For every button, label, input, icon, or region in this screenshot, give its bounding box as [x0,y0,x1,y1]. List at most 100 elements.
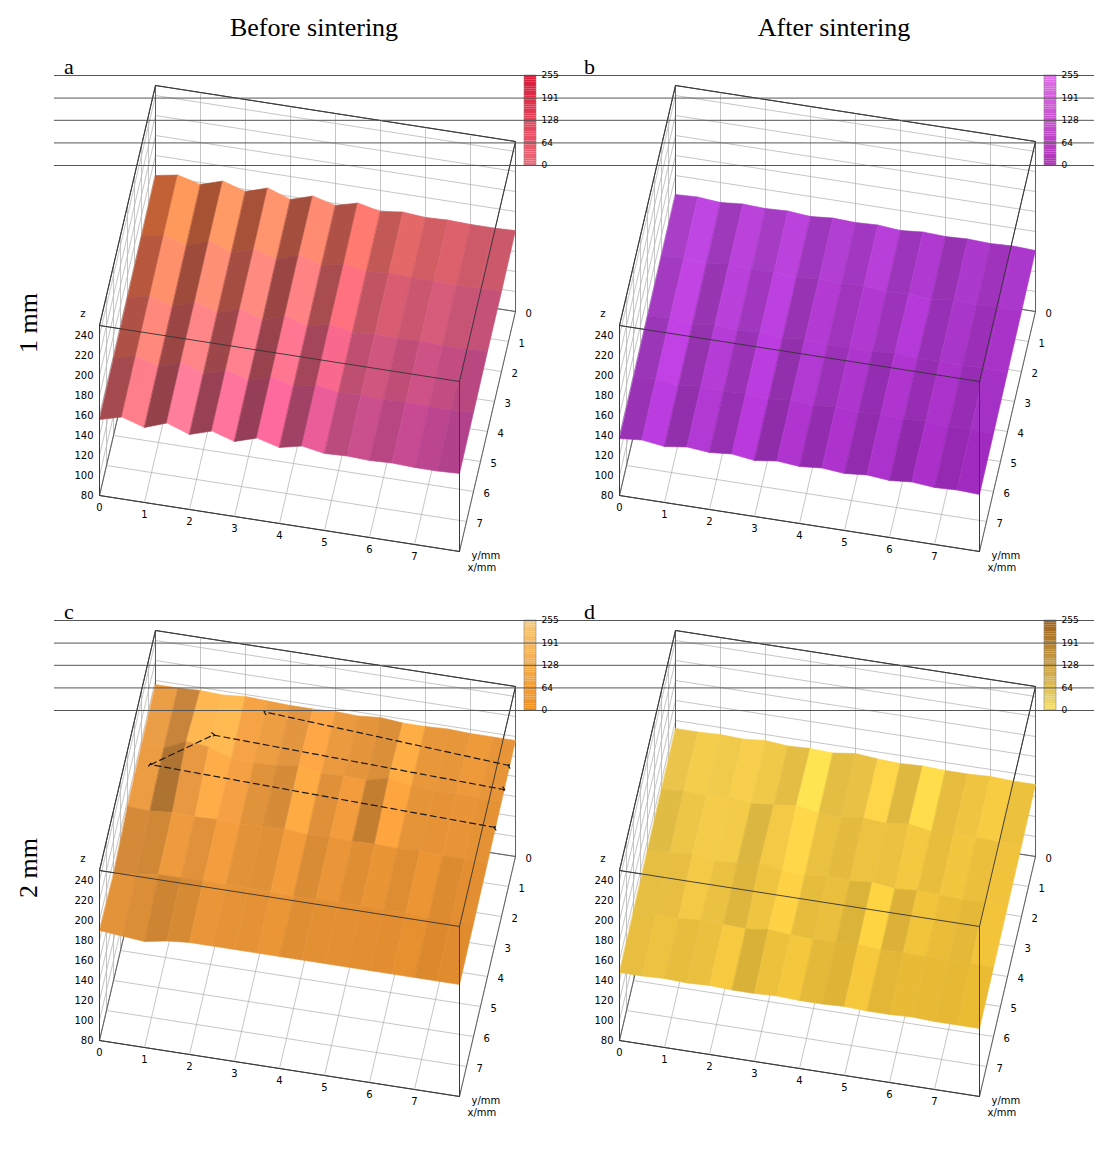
svg-text:64: 64 [542,683,554,693]
svg-text:5: 5 [841,1082,847,1093]
svg-text:255: 255 [1062,615,1079,625]
svg-text:3: 3 [231,1068,237,1079]
svg-text:6: 6 [886,544,892,555]
svg-text:80: 80 [81,490,94,501]
svg-text:240: 240 [74,875,93,886]
svg-text:3: 3 [505,398,511,409]
svg-text:1: 1 [141,509,147,520]
svg-text:1: 1 [519,883,525,894]
svg-text:3: 3 [505,943,511,954]
svg-text:220: 220 [74,895,93,906]
svg-text:160: 160 [594,955,613,966]
svg-text:y/mm: y/mm [472,1095,501,1106]
svg-text:5: 5 [1011,458,1017,469]
svg-text:191: 191 [1062,93,1079,103]
svg-text:3: 3 [751,1068,757,1079]
svg-text:128: 128 [1062,115,1079,125]
svg-text:140: 140 [74,430,93,441]
svg-text:4: 4 [1018,973,1024,984]
svg-text:0: 0 [526,853,532,864]
svg-text:5: 5 [491,458,497,469]
svg-text:128: 128 [542,660,559,670]
svg-text:240: 240 [594,330,613,341]
svg-text:2: 2 [1032,913,1038,924]
svg-text:0: 0 [542,160,548,170]
svg-text:200: 200 [74,370,93,381]
svg-text:255: 255 [1062,70,1079,80]
svg-text:240: 240 [74,330,93,341]
svg-text:4: 4 [1018,428,1024,439]
svg-text:5: 5 [1011,1003,1017,1014]
svg-text:100: 100 [74,470,93,481]
svg-text:220: 220 [594,350,613,361]
svg-text:128: 128 [542,115,559,125]
svg-text:x/mm: x/mm [988,1107,1017,1118]
svg-text:0: 0 [542,705,548,715]
svg-text:x/mm: x/mm [988,562,1017,573]
svg-text:y/mm: y/mm [992,550,1021,561]
svg-text:2: 2 [512,368,518,379]
svg-text:0: 0 [616,502,622,513]
svg-text:160: 160 [594,410,613,421]
svg-text:180: 180 [594,935,613,946]
svg-text:100: 100 [594,470,613,481]
svg-text:64: 64 [1062,138,1074,148]
svg-text:1: 1 [1039,338,1045,349]
svg-text:64: 64 [1062,683,1074,693]
svg-text:7: 7 [931,1096,937,1107]
svg-text:240: 240 [594,875,613,886]
svg-text:120: 120 [594,995,613,1006]
svg-text:160: 160 [74,955,93,966]
svg-text:0: 0 [1046,308,1052,319]
svg-text:180: 180 [594,390,613,401]
svg-text:7: 7 [997,1063,1003,1074]
svg-text:0: 0 [1062,160,1068,170]
svg-text:4: 4 [276,530,282,541]
svg-text:7: 7 [931,551,937,562]
svg-text:191: 191 [1062,638,1079,648]
svg-text:200: 200 [74,915,93,926]
svg-text:0: 0 [526,308,532,319]
svg-text:255: 255 [542,615,559,625]
svg-text:80: 80 [81,1035,94,1046]
svg-text:5: 5 [321,537,327,548]
svg-text:1: 1 [661,1054,667,1065]
svg-text:6: 6 [366,1089,372,1100]
svg-text:100: 100 [594,1015,613,1026]
svg-text:5: 5 [491,1003,497,1014]
svg-text:7: 7 [477,518,483,529]
svg-text:7: 7 [411,551,417,562]
svg-text:3: 3 [231,523,237,534]
svg-text:3: 3 [751,523,757,534]
svg-text:100: 100 [74,1015,93,1026]
svg-text:y/mm: y/mm [992,1095,1021,1106]
svg-text:220: 220 [594,895,613,906]
svg-text:4: 4 [796,530,802,541]
svg-text:5: 5 [841,537,847,548]
svg-text:200: 200 [594,370,613,381]
svg-text:2: 2 [706,516,712,527]
svg-text:140: 140 [594,975,613,986]
svg-text:4: 4 [796,1075,802,1086]
svg-text:6: 6 [484,488,490,499]
svg-text:191: 191 [542,638,559,648]
svg-text:255: 255 [542,70,559,80]
svg-text:z: z [80,308,85,319]
svg-text:3: 3 [1025,398,1031,409]
svg-text:y/mm: y/mm [472,550,501,561]
svg-text:120: 120 [594,450,613,461]
svg-text:180: 180 [74,390,93,401]
svg-text:1: 1 [1039,883,1045,894]
svg-text:0: 0 [96,1047,102,1058]
svg-text:120: 120 [74,995,93,1006]
svg-text:7: 7 [997,518,1003,529]
svg-text:6: 6 [886,1089,892,1100]
svg-text:z: z [80,853,85,864]
svg-text:6: 6 [1004,1033,1010,1044]
svg-text:180: 180 [74,935,93,946]
svg-text:2: 2 [186,516,192,527]
svg-text:1: 1 [519,338,525,349]
svg-text:80: 80 [601,1035,614,1046]
svg-text:0: 0 [1046,853,1052,864]
svg-text:140: 140 [74,975,93,986]
